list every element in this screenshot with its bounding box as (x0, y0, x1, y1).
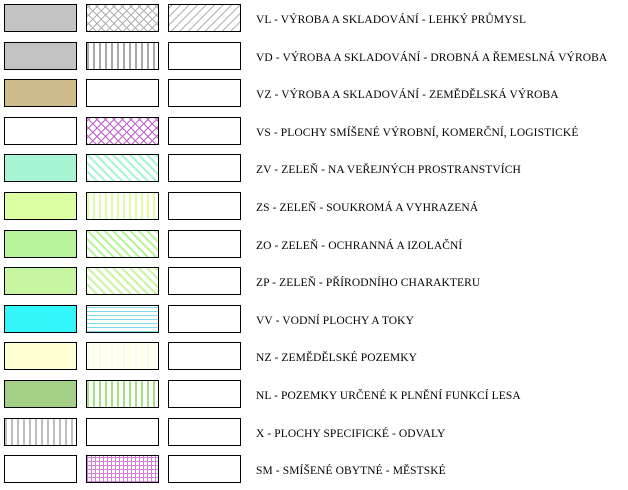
legend-swatch-3 (168, 342, 241, 371)
legend-swatch-3 (168, 417, 241, 446)
legend-swatch-2 (86, 229, 159, 258)
legend-swatch-1 (4, 455, 77, 484)
legend-swatch-1 (4, 41, 77, 70)
legend-swatch-2 (86, 380, 159, 408)
legend-row: VL - VÝROBA A SKLADOVÁNÍ - LEHKÝ PRŮMYSL (0, 4, 628, 38)
legend-swatch-3 (168, 380, 241, 408)
legend-swatch-3 (168, 154, 241, 183)
legend-swatch-2 (86, 41, 159, 70)
legend-swatch-2 (86, 455, 159, 484)
legend-swatch-1 (4, 4, 77, 32)
legend-label: X - PLOCHY SPECIFICKÉ - ODVALY (256, 427, 446, 440)
legend-swatch-1 (4, 154, 77, 183)
legend-swatch-3 (168, 229, 241, 258)
legend-label: NL - POZEMKY URČENÉ K PLNĚNÍ FUNKCÍ LESA (256, 390, 521, 402)
legend-row: SM - SMÍŠENÉ OBYTNÉ - MĚSTSKÉ (0, 455, 628, 489)
legend-label: ZV - ZELEŇ - NA VEŘEJNÝCH PROSTRANSTVÍCH (256, 164, 521, 177)
legend-row: VV - VODNÍ PLOCHY A TOKY (0, 304, 628, 339)
legend-swatch-2 (86, 79, 159, 108)
legend-swatch-1 (4, 116, 77, 145)
legend-swatch-2 (86, 154, 159, 183)
legend-swatch-3 (168, 267, 241, 296)
legend-label: VV - VODNÍ PLOCHY A TOKY (256, 314, 414, 327)
legend-row: ZS - ZELEŇ - SOUKROMÁ A VYHRAZENÁ (0, 192, 628, 226)
legend-label: VS - PLOCHY SMÍŠENÉ VÝROBNÍ, KOMERČNÍ, L… (256, 126, 579, 139)
legend-label: ZO - ZELEŇ - OCHRANNÁ A IZOLAČNÍ (256, 239, 463, 252)
legend-row: ZO - ZELEŇ - OCHRANNÁ A IZOLAČNÍ (0, 229, 628, 264)
legend-label: NZ - ZEMĚDĚLSKÉ POZEMKY (256, 352, 418, 365)
legend-label: ZP - ZELEŇ - PŘÍRODNÍHO CHARAKTERU (256, 277, 481, 290)
legend-row: VZ - VÝROBA A SKLADOVÁNÍ - ZEMĚDĚLSKÁ VÝ… (0, 79, 628, 113)
legend-label: VZ - VÝROBA A SKLADOVÁNÍ - ZEMĚDĚLSKÁ VÝ… (256, 89, 559, 102)
legend-row: NZ - ZEMĚDĚLSKÉ POZEMKY (0, 342, 628, 376)
legend-swatch-2 (86, 4, 159, 32)
legend-swatch-1 (4, 380, 77, 408)
legend-swatch-2 (86, 192, 159, 220)
legend-swatch-2 (86, 417, 159, 446)
legend-swatch-1 (4, 229, 77, 258)
legend-label: VL - VÝROBA A SKLADOVÁNÍ - LEHKÝ PRŮMYSL (256, 14, 527, 26)
legend-row: NL - POZEMKY URČENÉ K PLNĚNÍ FUNKCÍ LESA (0, 380, 628, 414)
legend-swatch-2 (86, 267, 159, 296)
legend-swatch-1 (4, 342, 77, 371)
legend-swatch-3 (168, 41, 241, 70)
legend-swatch-3 (168, 455, 241, 484)
legend-swatch-3 (168, 116, 241, 145)
legend-swatch-1 (4, 417, 77, 446)
legend-swatch-3 (168, 4, 241, 32)
legend-label: VD - VÝROBA A SKLADOVÁNÍ - DROBNÁ A ŘEME… (256, 51, 608, 64)
legend-label: ZS - ZELEŇ - SOUKROMÁ A VYHRAZENÁ (256, 202, 479, 214)
legend-label: SM - SMÍŠENÉ OBYTNÉ - MĚSTSKÉ (256, 465, 446, 478)
legend-swatch-3 (168, 304, 241, 333)
legend-row: ZP - ZELEŇ - PŘÍRODNÍHO CHARAKTERU (0, 267, 628, 301)
legend-row: X - PLOCHY SPECIFICKÉ - ODVALY (0, 417, 628, 452)
legend-row: ZV - ZELEŇ - NA VEŘEJNÝCH PROSTRANSTVÍCH (0, 154, 628, 188)
legend-swatch-3 (168, 192, 241, 220)
legend-swatch-3 (168, 79, 241, 108)
legend-swatch-1 (4, 79, 77, 108)
legend-swatch-1 (4, 267, 77, 296)
legend-row: VS - PLOCHY SMÍŠENÉ VÝROBNÍ, KOMERČNÍ, L… (0, 116, 628, 151)
legend-swatch-2 (86, 116, 159, 145)
legend-swatch-2 (86, 304, 159, 333)
legend-swatch-1 (4, 192, 77, 220)
legend-swatch-2 (86, 342, 159, 371)
legend-swatch-1 (4, 304, 77, 333)
legend-row: VD - VÝROBA A SKLADOVÁNÍ - DROBNÁ A ŘEME… (0, 41, 628, 76)
